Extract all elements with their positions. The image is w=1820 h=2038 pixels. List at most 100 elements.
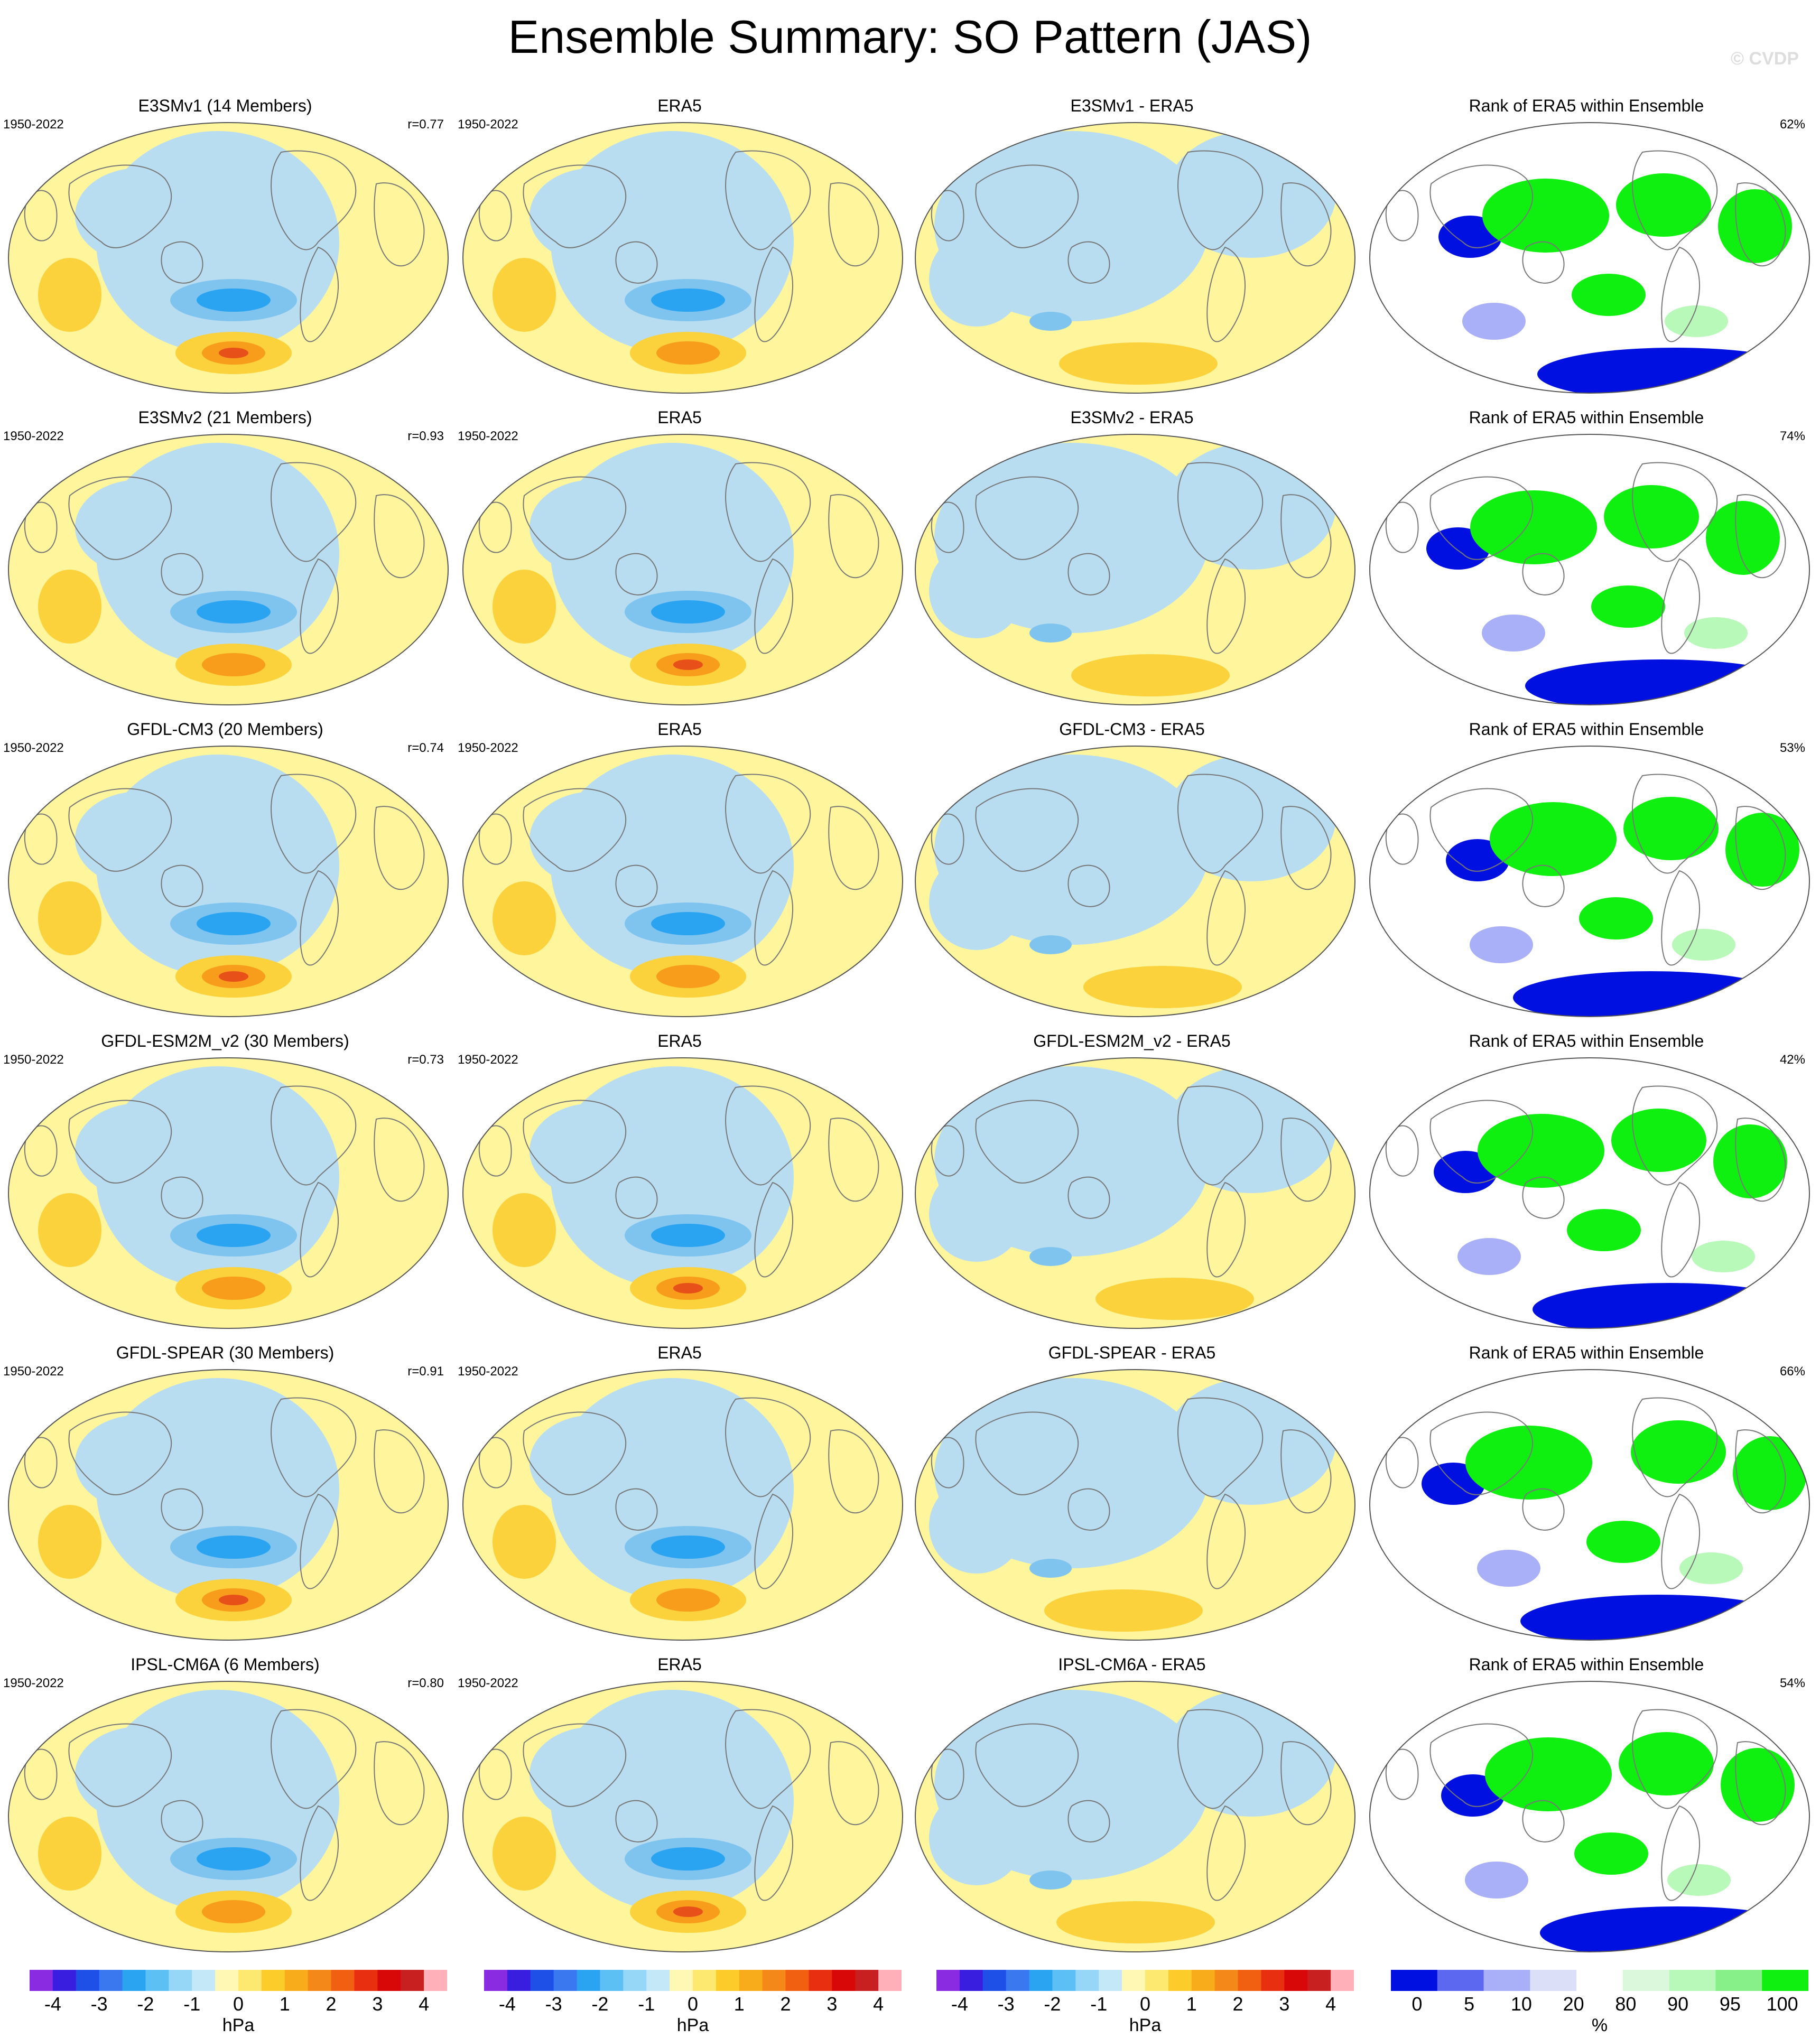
colorbar-swatch [1331,1970,1354,1991]
colorbar-swatch [1530,1970,1577,1991]
globe-map [462,122,903,394]
colorbar-tick-label: -2 [1044,1993,1061,2015]
panel-diff-3: GFDL-CM3 - ERA5 [907,719,1357,1025]
panel-model-2: E3SMv2 (21 Members) 1950-2022 r=0.93 [0,407,450,713]
colorbar-swatch [959,1970,983,1991]
colorbar-swatch [1483,1970,1530,1991]
rank-percent: 62% [1779,117,1805,132]
panel-obs-4: ERA5 1950-2022 [454,1030,905,1337]
colorbar-swatch [1214,1970,1239,1991]
colorbar-swatch [1307,1970,1331,1991]
colorbar-tick-label: -4 [498,1993,516,2015]
globe-map [915,746,1355,1017]
colorbar-tick-label: 100 [1766,1993,1798,2015]
colorbar-swatch [1261,1970,1285,1991]
panel-model-1: E3SMv1 (14 Members) 1950-2022 r=0.77 [0,95,450,402]
colorbar-tick-label: -2 [591,1993,609,2015]
panel-rank-2: Rank of ERA5 within Ensemble 74% [1361,407,1812,713]
panel-title: IPSL-CM6A (6 Members) [131,1655,320,1674]
colorbar-tick-label: -4 [44,1993,61,2015]
rank-percent: 54% [1779,1676,1805,1690]
panel-diff-6: IPSL-CM6A - ERA5 [907,1654,1357,1960]
colorbar-swatch [1122,1970,1146,1991]
colorbar-tick-label: -3 [90,1993,108,2015]
globe-map [1369,1057,1810,1329]
globe-map [8,1057,449,1329]
colorbar-swatch [646,1970,670,1991]
colorbar-swatch [308,1970,332,1991]
colorbar-tick-label: -2 [137,1993,154,2015]
panel-title: GFDL-CM3 - ERA5 [1059,720,1205,739]
panel-title: E3SMv1 - ERA5 [1070,96,1194,115]
colorbar-tick-label: 4 [419,1993,430,2015]
panel-title: GFDL-CM3 (20 Members) [127,720,323,739]
colorbar-swatch [577,1970,600,1991]
colorbar-tick-label: 2 [780,1993,791,2015]
panel-period: 1950-2022 [458,117,518,132]
colorbar-swatch [424,1970,447,1991]
colorbar-tick-label: 4 [873,1993,884,2015]
colorbar-swatch [331,1970,355,1991]
globe-map [462,1369,903,1641]
globe-map [462,1057,903,1329]
colorbar-swatch [855,1970,879,1991]
globe-map [8,746,449,1017]
colorbar-swatch [354,1970,378,1991]
panel-title: ERA5 [657,1343,702,1362]
colorbar-tick-label: 3 [1279,1993,1290,2015]
pattern-correlation: r=0.74 [407,741,444,755]
globe-map [8,434,449,705]
colorbar-tick-label: 10 [1510,1993,1532,2015]
colorbar-tick-label: -3 [545,1993,562,2015]
colorbar-tick-label: 95 [1719,1993,1741,2015]
colorbar-tick-label: 5 [1464,1993,1475,2015]
panel-obs-6: ERA5 1950-2022 [454,1654,905,1960]
panel-title: E3SMv2 - ERA5 [1070,408,1194,427]
colorbar-swatch [215,1970,239,1991]
colorbar-swatch [122,1970,146,1991]
colorbar-swatch [1006,1970,1030,1991]
panel-title: GFDL-ESM2M_v2 - ERA5 [1033,1031,1231,1050]
globe-map [1369,746,1810,1017]
colorbar-swatch [284,1970,309,1991]
pattern-correlation: r=0.91 [407,1364,444,1379]
pattern-correlation: r=0.93 [407,429,444,443]
panel-title: ERA5 [657,720,702,739]
rank-percent: 42% [1779,1053,1805,1067]
panel-title: Rank of ERA5 within Ensemble [1469,96,1704,115]
colorbar-swatch [1168,1970,1192,1991]
colorbar-swatch [1075,1970,1099,1991]
colorbar-swatch [1715,1970,1762,1991]
colorbar-swatch [878,1970,902,1991]
globe-map [8,1369,449,1641]
globe-map [1369,122,1810,394]
colorbar-swatch [716,1970,740,1991]
colorbar-tick-label: 1 [733,1993,745,2015]
panel-diff-2: E3SMv2 - ERA5 [907,407,1357,713]
panel-obs-3: ERA5 1950-2022 [454,719,905,1025]
panel-diff-5: GFDL-SPEAR - ERA5 [907,1342,1357,1649]
panel-title: ERA5 [657,96,702,115]
colorbar-tick-label: 20 [1563,1993,1584,2015]
colorbar-swatch [1099,1970,1122,1991]
panel-period: 1950-2022 [458,1053,518,1067]
colorbar-swatch [1191,1970,1215,1991]
colorbar-rank-4: 0 5 10 20 80 90 95 100% [1391,1970,1808,2035]
pattern-correlation: r=0.80 [407,1676,444,1690]
panel-title: E3SMv1 (14 Members) [138,96,312,115]
rank-percent: 66% [1779,1364,1805,1379]
colorbar-swatch [1437,1970,1484,1991]
panel-period: 1950-2022 [3,1053,64,1067]
colorbar-tick-label: 0 [233,1993,244,2015]
panel-title: GFDL-SPEAR (30 Members) [116,1343,335,1362]
colorbar-tick-label: 0 [687,1993,699,2015]
colorbar-swatch [739,1970,763,1991]
globe-map [915,1057,1355,1329]
colorbar-swatch [401,1970,424,1991]
colorbar-swatch [238,1970,262,1991]
colorbar-hpa-2: -4 -3 -2 -1 0 1 2 3 4 hPa [484,1970,902,2035]
panel-title: Rank of ERA5 within Ensemble [1469,1343,1704,1362]
colorbar-swatch [169,1970,192,1991]
globe-map [8,122,449,394]
panel-rank-5: Rank of ERA5 within Ensemble 66% [1361,1342,1812,1649]
